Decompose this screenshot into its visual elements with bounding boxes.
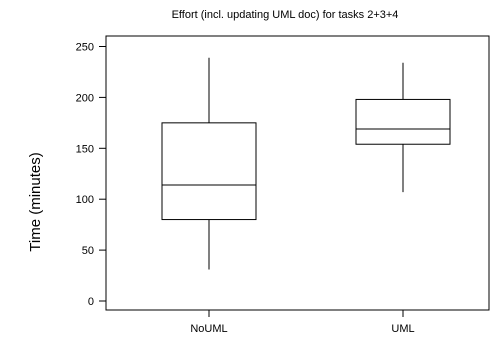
chart-title: Effort (incl. updating UML doc) for task… — [172, 9, 399, 21]
plot-area: 0 50 100 150 200 250 NoUML UML — [76, 35, 490, 335]
box-nouml — [161, 122, 257, 221]
x-tick-label-uml: UML — [391, 323, 414, 335]
box-uml — [355, 98, 451, 145]
x-tick-label-nouml: NoUML — [190, 323, 227, 335]
plot-frame — [105, 35, 490, 311]
y-axis-label: Time (minutes) — [27, 152, 44, 251]
y-tick-label: 100 — [76, 194, 94, 206]
y-tick-label: 150 — [76, 143, 94, 155]
y-tick-label: 0 — [88, 296, 94, 308]
y-tick-label: 200 — [76, 92, 94, 104]
y-tick-label: 50 — [82, 245, 94, 257]
y-tick-label: 250 — [76, 42, 94, 54]
